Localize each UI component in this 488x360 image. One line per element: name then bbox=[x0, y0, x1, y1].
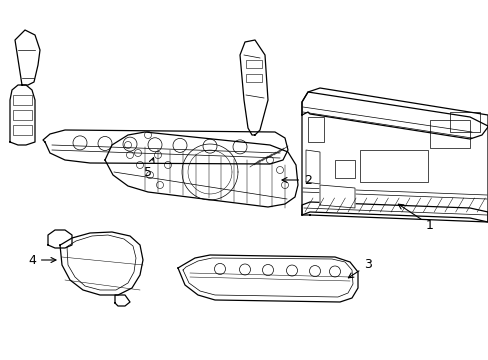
Text: 1: 1 bbox=[398, 204, 433, 231]
Polygon shape bbox=[302, 202, 487, 222]
Polygon shape bbox=[105, 132, 297, 207]
Polygon shape bbox=[319, 185, 354, 208]
Polygon shape bbox=[183, 258, 352, 297]
Polygon shape bbox=[302, 92, 487, 222]
Polygon shape bbox=[240, 40, 267, 135]
Polygon shape bbox=[305, 150, 319, 184]
Polygon shape bbox=[178, 255, 357, 302]
Polygon shape bbox=[60, 232, 142, 295]
Text: 5: 5 bbox=[143, 158, 154, 179]
Polygon shape bbox=[302, 88, 487, 139]
Text: 3: 3 bbox=[347, 258, 371, 278]
Polygon shape bbox=[67, 235, 136, 290]
Text: 2: 2 bbox=[282, 174, 311, 186]
Polygon shape bbox=[43, 130, 287, 164]
Polygon shape bbox=[10, 85, 35, 145]
Polygon shape bbox=[15, 30, 40, 85]
Text: 4: 4 bbox=[28, 253, 56, 266]
Polygon shape bbox=[48, 230, 72, 248]
Polygon shape bbox=[115, 295, 130, 306]
